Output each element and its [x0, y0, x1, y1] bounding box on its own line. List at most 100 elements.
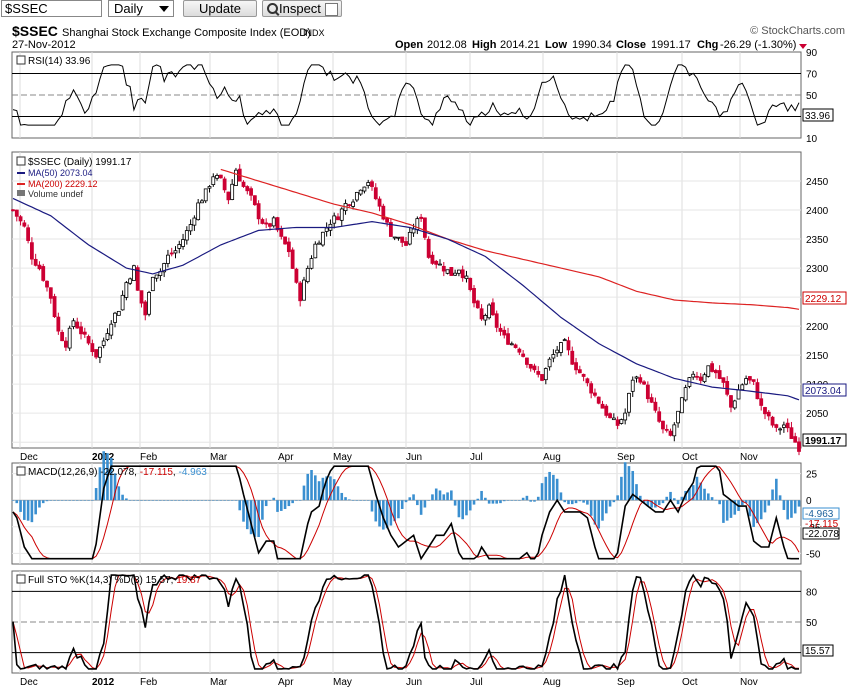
- macd-hist-bar: [782, 500, 786, 510]
- macd-hist-bar: [355, 500, 359, 501]
- candle-body: [362, 186, 367, 192]
- macd-hist-bar: [151, 500, 155, 501]
- inspect-label: Inspect: [279, 1, 321, 16]
- macd-hist-bar: [518, 500, 521, 501]
- price-toggle-icon[interactable]: [16, 156, 26, 166]
- macd-hist-bar: [570, 500, 574, 505]
- candle-body: [320, 231, 325, 246]
- macd-hist-bar: [540, 483, 544, 501]
- macd-hist-bar: [64, 500, 68, 501]
- candle-body: [264, 222, 269, 225]
- candle-body: [200, 200, 204, 204]
- candle-body: [128, 278, 133, 284]
- macd-hist-bar: [468, 500, 472, 511]
- candle-body: [475, 300, 480, 309]
- macd-hist-bar: [487, 500, 491, 504]
- macd-hist-bar: [419, 500, 423, 515]
- macd-hist-bar: [725, 500, 729, 521]
- candle-body: [653, 401, 658, 411]
- macd-hist-bar: [38, 500, 41, 508]
- macd-hist-bar: [733, 500, 737, 515]
- candle-body: [116, 310, 121, 316]
- macd-hist-bar: [533, 500, 536, 502]
- macd-tick-label: 25: [806, 470, 818, 481]
- candle-body: [615, 419, 620, 426]
- macd-hist-bar: [223, 500, 226, 501]
- macd-hist-bar: [775, 478, 778, 501]
- candle-body: [22, 222, 27, 227]
- macd-hist-bar: [650, 500, 653, 508]
- candle-body: [113, 312, 117, 323]
- close-value: 1991.17: [651, 39, 691, 51]
- macd-hist-bar: [219, 500, 223, 501]
- candle-body: [86, 336, 91, 344]
- macd-legend: MACD(12,26,9) -22.078, -17.115, -4.963: [28, 467, 207, 478]
- candle-body: [298, 282, 303, 302]
- macd-hist-bar: [257, 500, 260, 538]
- x-tick-label-top: Feb: [140, 452, 158, 463]
- macd-hist-bar: [298, 500, 302, 501]
- price-tick-label: 2350: [806, 235, 829, 246]
- macd-hist-bar: [132, 500, 136, 501]
- macd-hist-bar: [661, 500, 665, 504]
- candle-body: [559, 342, 563, 353]
- macd-hist-bar: [314, 475, 317, 501]
- candle-body: [551, 354, 556, 359]
- candle-body: [759, 398, 764, 406]
- macd-hist-bar: [102, 451, 105, 501]
- macd-hist-bar: [506, 500, 510, 501]
- macd-hist-bar: [465, 500, 468, 516]
- macd-hist-bar: [121, 494, 124, 501]
- ma50-current-box: [802, 383, 847, 397]
- candle-body: [37, 264, 42, 270]
- macd-hist-bar: [242, 500, 245, 522]
- macd-hist-bar: [200, 500, 204, 501]
- xaxis-bottom: Dec 2012 Feb Mar Apr May Jun Jul Aug Sep Oct Nov: [20, 677, 758, 688]
- macd-hist-bar: [306, 473, 310, 501]
- candle-body: [710, 363, 714, 372]
- inspect-checkbox[interactable]: [325, 3, 338, 16]
- candle-body: [313, 243, 318, 259]
- candle-body: [566, 340, 571, 351]
- candle-body: [45, 280, 49, 288]
- period-select[interactable]: Daily: [108, 0, 174, 17]
- macd-hist-bar: [125, 498, 128, 501]
- candle-body: [124, 282, 129, 298]
- candle-body: [774, 424, 779, 428]
- macd-hist-bar: [589, 500, 593, 516]
- candle-body: [162, 263, 167, 273]
- macd-hist-bar: [759, 500, 763, 520]
- sto-toggle-icon[interactable]: [16, 574, 26, 584]
- macd-hist-bar: [771, 489, 774, 501]
- macd-hist-bar: [53, 500, 56, 501]
- macd-toggle-icon[interactable]: [16, 466, 26, 476]
- candle-body: [483, 315, 488, 321]
- macd-hist-bar: [563, 500, 567, 503]
- candle-body: [574, 362, 578, 371]
- inspect-button[interactable]: Inspect: [262, 0, 342, 17]
- candle-body: [294, 268, 299, 283]
- candle-body: [585, 378, 590, 384]
- candle-body: [676, 410, 680, 424]
- macd-hist-bar: [143, 500, 147, 501]
- macd-hist-bar: [87, 500, 90, 501]
- candle-body: [132, 265, 136, 281]
- x-tick-label-top: Jul: [470, 452, 483, 463]
- candle-body: [184, 230, 189, 241]
- update-button[interactable]: Update: [183, 0, 257, 17]
- macd-hist-bar: [514, 500, 517, 501]
- candle-body: [94, 349, 99, 358]
- rsi-current-label: 33.96: [805, 111, 830, 122]
- candle-body: [460, 269, 465, 279]
- macd-hist-bar: [34, 500, 37, 515]
- down-arrow-icon: [799, 44, 807, 49]
- candle-body: [600, 403, 605, 409]
- sto-d-value: 19.87: [176, 575, 201, 586]
- candle-body: [18, 216, 23, 222]
- macd-hist-bar: [276, 500, 279, 512]
- macd-hist-bar: [718, 500, 721, 505]
- rsi-toggle-icon[interactable]: [16, 55, 26, 65]
- candle-body: [593, 392, 597, 396]
- symbol-input[interactable]: [1, 0, 102, 17]
- candle-body: [706, 365, 711, 377]
